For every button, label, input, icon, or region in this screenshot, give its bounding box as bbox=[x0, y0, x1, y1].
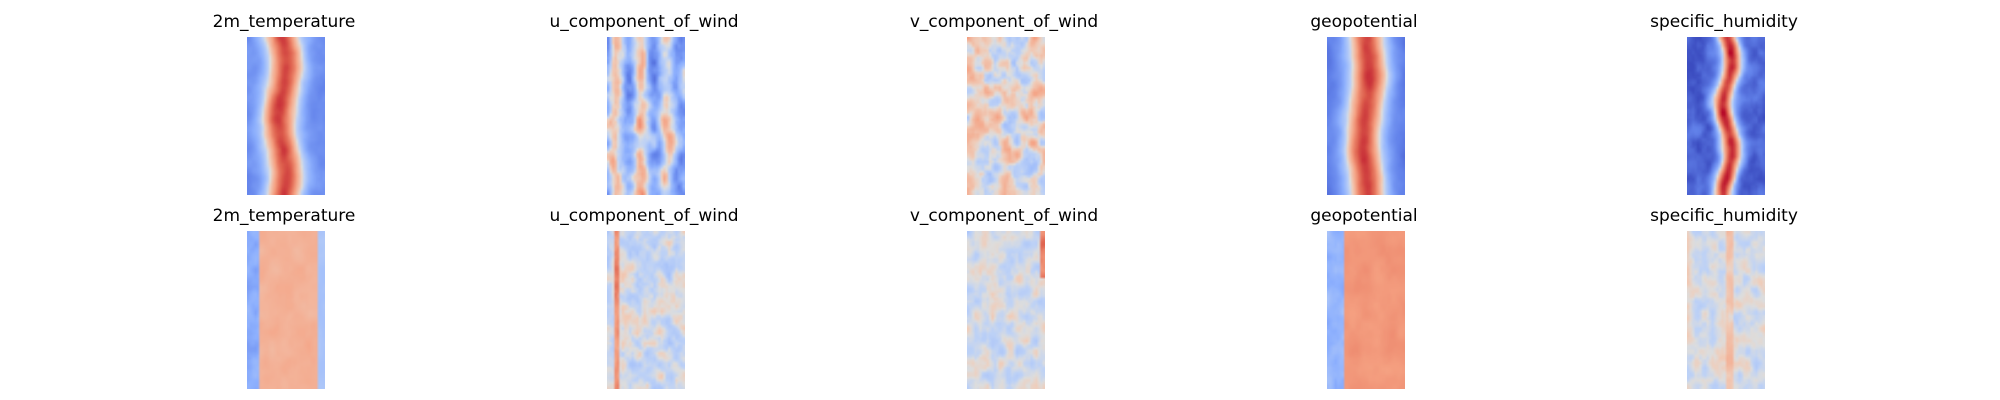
heatmap-panel: geopotential bbox=[1164, 0, 1564, 196]
heatmap-image bbox=[1327, 37, 1405, 195]
heatmap-canvas bbox=[607, 37, 685, 195]
panel-title: geopotential bbox=[1310, 12, 1418, 32]
heatmap-panel: 2m_temperature bbox=[84, 194, 484, 390]
panel-title: specific_humidity bbox=[1650, 206, 1798, 226]
heatmap-image bbox=[607, 231, 685, 389]
heatmap-panel: u_component_of_wind bbox=[444, 194, 844, 390]
heatmap-panel: 2m_temperature bbox=[84, 0, 484, 196]
heatmap-image bbox=[247, 37, 325, 195]
heatmap-image bbox=[1687, 231, 1765, 389]
panel-title: v_component_of_wind bbox=[909, 206, 1099, 226]
heatmap-panel: specific_humidity bbox=[1524, 0, 1924, 196]
panel-title: 2m_temperature bbox=[212, 12, 356, 32]
panel-title: 2m_temperature bbox=[212, 206, 356, 226]
heatmap-canvas bbox=[607, 231, 685, 389]
heatmap-canvas bbox=[1687, 37, 1765, 195]
heatmap-canvas bbox=[1687, 231, 1765, 389]
heatmap-canvas bbox=[1327, 231, 1405, 389]
panel-title: geopotential bbox=[1310, 206, 1418, 226]
heatmap-panel: v_component_of_wind bbox=[804, 194, 1204, 390]
heatmap-image bbox=[967, 37, 1045, 195]
panel-title: u_component_of_wind bbox=[549, 12, 739, 32]
heatmap-canvas bbox=[1327, 37, 1405, 195]
heatmap-image bbox=[967, 231, 1045, 389]
heatmap-canvas bbox=[967, 231, 1045, 389]
heatmap-image bbox=[247, 231, 325, 389]
heatmap-panel: geopotential bbox=[1164, 194, 1564, 390]
panel-title: specific_humidity bbox=[1650, 12, 1798, 32]
heatmap-panel: u_component_of_wind bbox=[444, 0, 844, 196]
heatmap-canvas bbox=[967, 37, 1045, 195]
heatmap-panel: specific_humidity bbox=[1524, 194, 1924, 390]
heatmap-image bbox=[1687, 37, 1765, 195]
heatmap-image bbox=[607, 37, 685, 195]
panel-title: v_component_of_wind bbox=[909, 12, 1099, 32]
heatmap-canvas bbox=[247, 37, 325, 195]
heatmap-canvas bbox=[247, 231, 325, 389]
heatmap-panel: v_component_of_wind bbox=[804, 0, 1204, 196]
panel-title: u_component_of_wind bbox=[549, 206, 739, 226]
heatmap-image bbox=[1327, 231, 1405, 389]
